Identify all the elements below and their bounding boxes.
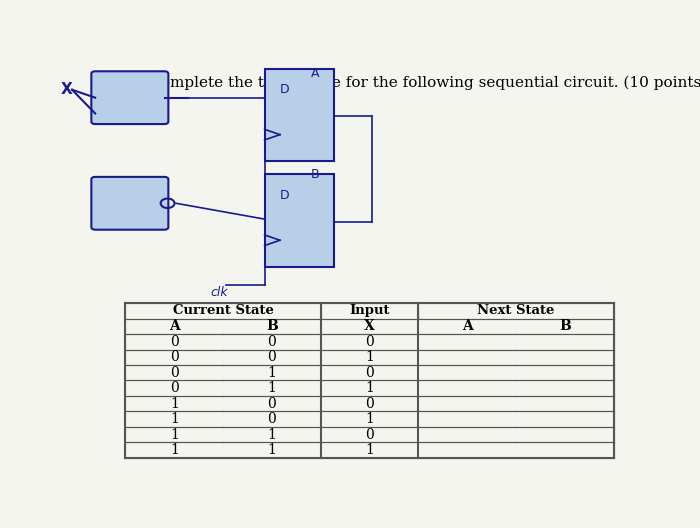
Text: 2.  Complete the truth table for the following sequential circuit. (10 points): 2. Complete the truth table for the foll… <box>125 76 700 90</box>
Text: 1: 1 <box>170 412 178 426</box>
Text: 0: 0 <box>267 397 276 411</box>
Text: 1: 1 <box>365 443 374 457</box>
Text: 1: 1 <box>365 350 374 364</box>
Bar <box>265 174 334 267</box>
FancyBboxPatch shape <box>92 177 169 230</box>
Text: 0: 0 <box>170 335 178 349</box>
Text: X: X <box>61 82 72 97</box>
Text: 0: 0 <box>170 381 178 395</box>
Text: 0: 0 <box>365 366 374 380</box>
Text: 0: 0 <box>170 350 178 364</box>
Text: clk: clk <box>211 286 228 299</box>
Text: 0: 0 <box>170 366 178 380</box>
Text: Next State: Next State <box>477 305 555 317</box>
Text: 0: 0 <box>267 412 276 426</box>
Text: 1: 1 <box>170 443 178 457</box>
Text: 1: 1 <box>267 428 276 441</box>
Bar <box>265 69 334 161</box>
FancyBboxPatch shape <box>92 71 169 124</box>
Text: X: X <box>364 319 375 333</box>
Text: B: B <box>559 319 570 333</box>
Text: D: D <box>280 83 290 96</box>
Text: 1: 1 <box>170 428 178 441</box>
Text: 1: 1 <box>365 412 374 426</box>
Text: 0: 0 <box>267 335 276 349</box>
Text: A: A <box>169 319 180 333</box>
Text: D: D <box>280 189 290 202</box>
Text: 1: 1 <box>170 397 178 411</box>
Text: 0: 0 <box>267 350 276 364</box>
Text: 0: 0 <box>365 335 374 349</box>
Text: 0: 0 <box>365 397 374 411</box>
Text: 1: 1 <box>267 381 276 395</box>
Text: 0: 0 <box>365 428 374 441</box>
Text: 1: 1 <box>365 381 374 395</box>
Text: Input: Input <box>349 305 390 317</box>
Text: B: B <box>311 168 319 181</box>
Text: 1: 1 <box>267 366 276 380</box>
Text: 1: 1 <box>267 443 276 457</box>
Text: A: A <box>462 319 472 333</box>
Text: A: A <box>311 68 319 80</box>
Text: B: B <box>266 319 278 333</box>
Text: Current State: Current State <box>173 305 274 317</box>
